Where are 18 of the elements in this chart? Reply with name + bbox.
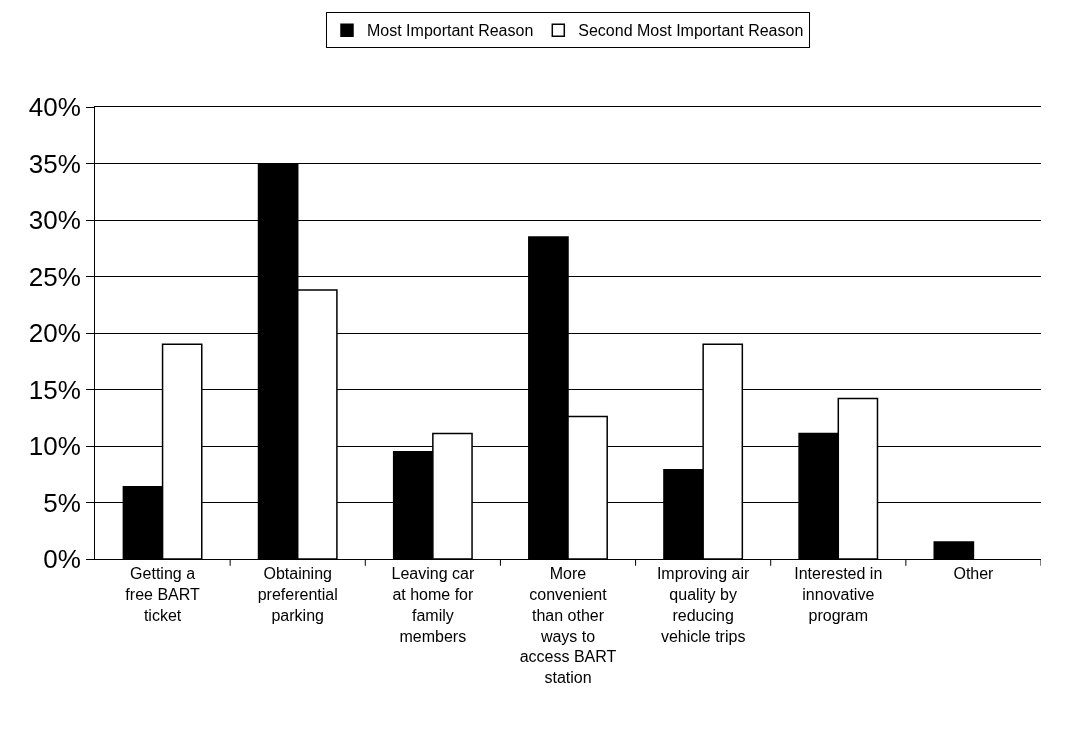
x-tick-label: Other (953, 565, 995, 583)
x-tick-label: Obtaining preferential parking (257, 565, 338, 624)
x-tick-label: Improving air quality by reducing vehicle trips (656, 565, 751, 645)
y-tick-label: 15% (28, 374, 81, 405)
y-tick-label: 0% (43, 544, 81, 575)
x-tick-label: Interested in innovative program (794, 565, 883, 624)
y-tick-label: 25% (28, 261, 81, 292)
y-tick-label: 30% (28, 205, 81, 236)
legend-label: Most Important Reason (367, 22, 534, 40)
y-tick-label: 35% (28, 148, 81, 179)
legend-label: Second Most Important Reason (578, 22, 804, 40)
y-tick-label: 5% (43, 487, 81, 518)
x-tick-label: Leaving car at home for family members (391, 565, 475, 645)
x-tick-label: Getting a free BART ticket (125, 565, 200, 624)
y-tick-label: 40% (28, 92, 81, 123)
y-tick-label: 20% (28, 318, 81, 349)
x-tick-label: More convenient than other ways to access BART station (519, 565, 617, 687)
y-tick-label: 10% (28, 431, 81, 462)
